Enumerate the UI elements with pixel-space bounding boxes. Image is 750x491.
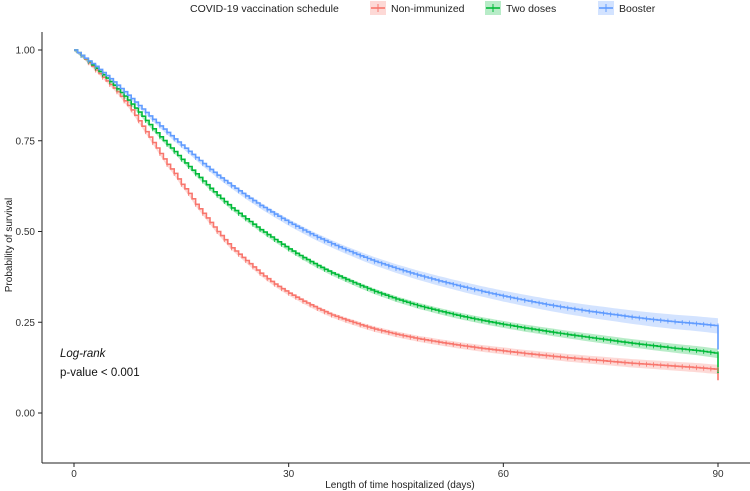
legend-item-non-immunized: Non-immunized <box>370 1 465 15</box>
legend-items: Non-immunized Two doses Booster <box>370 1 656 15</box>
x-tick-label: 0 <box>71 469 77 480</box>
confidence-band-non-immunized <box>74 50 718 375</box>
survival-curve-non-immunized <box>74 49 719 381</box>
survival-curve-two-doses <box>74 49 719 374</box>
legend-label: Two doses <box>506 3 556 15</box>
x-tick-label: 30 <box>283 469 295 480</box>
x-tick-label: 60 <box>498 469 510 480</box>
legend-item-booster: Booster <box>598 1 656 15</box>
y-axis-title: Probability of survival <box>4 198 15 292</box>
x-tick-label: 90 <box>712 469 724 480</box>
y-tick-label: 0.25 <box>16 318 36 329</box>
x-ticks: 0 30 60 90 <box>71 463 724 480</box>
survival-curve-booster <box>74 49 719 350</box>
confidence-bands <box>74 50 718 375</box>
censor-marks <box>80 52 719 372</box>
log-rank-label: Log-rank <box>60 348 107 360</box>
confidence-band-booster <box>74 50 718 334</box>
y-tick-label: 0.75 <box>16 136 36 147</box>
y-ticks: 0.00 0.25 0.50 0.75 1.00 <box>16 46 42 420</box>
survival-curves <box>74 49 719 381</box>
p-value-label: p-value < 0.001 <box>60 367 140 379</box>
legend: COVID-19 vaccination schedule Non-immuni… <box>190 1 656 15</box>
legend-label: Booster <box>619 3 656 15</box>
legend-item-two-doses: Two doses <box>485 1 556 15</box>
y-tick-label: 1.00 <box>16 46 36 57</box>
legend-label: Non-immunized <box>391 3 465 15</box>
x-axis-title: Length of time hospitalized (days) <box>325 480 475 491</box>
y-tick-label: 0.00 <box>16 409 36 420</box>
y-tick-label: 0.50 <box>16 227 36 238</box>
legend-title: COVID-19 vaccination schedule <box>190 3 339 15</box>
